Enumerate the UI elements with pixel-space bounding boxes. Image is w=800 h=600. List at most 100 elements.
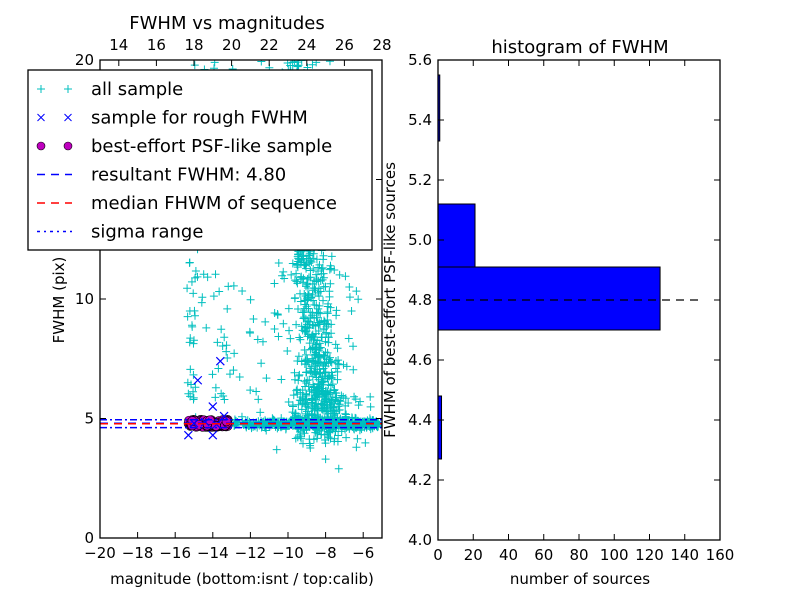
all-sample-point xyxy=(305,375,314,384)
x-tick-label: −6 xyxy=(352,544,374,562)
all-sample-point xyxy=(300,304,309,313)
all-sample-point xyxy=(246,295,255,304)
rough-sample-point xyxy=(189,418,199,428)
all-sample-point xyxy=(356,397,365,406)
all-sample-point xyxy=(320,397,329,406)
all-sample-point xyxy=(318,275,327,284)
all-sample-point xyxy=(293,60,302,67)
all-sample-point xyxy=(301,356,310,365)
all-sample-point xyxy=(183,284,192,293)
legend-label: best-effort PSF-like sample xyxy=(91,136,332,157)
all-sample-point xyxy=(288,419,297,428)
all-sample-point xyxy=(297,272,306,281)
top-tick-label: 24 xyxy=(297,36,316,54)
all-sample-point xyxy=(217,389,226,398)
all-sample-point xyxy=(277,414,286,423)
all-sample-point xyxy=(339,360,348,369)
all-sample-point xyxy=(288,259,297,268)
all-sample-point xyxy=(191,383,200,392)
all-sample-point xyxy=(290,60,299,66)
histogram-bar xyxy=(437,266,661,331)
all-sample-point xyxy=(320,354,329,363)
all-sample-point xyxy=(246,386,255,395)
histogram-y-label: FWHM of best-effort PSF-like sources xyxy=(381,162,399,438)
all-sample-point xyxy=(302,407,311,416)
all-sample-point xyxy=(292,269,301,278)
scatter-y-label: FWHM (pix) xyxy=(50,257,68,344)
all-sample-point xyxy=(186,365,195,374)
all-sample-point xyxy=(300,313,309,322)
all-sample-point xyxy=(190,61,199,70)
x-tick-label: −12 xyxy=(235,544,267,562)
y-tick-label: 4.4 xyxy=(408,411,432,429)
all-sample-point xyxy=(294,250,303,259)
all-sample-point xyxy=(333,397,342,406)
histogram-x-ticks: 0 20 40 60 80 100 120 140 160 xyxy=(433,60,734,564)
all-sample-point xyxy=(361,438,370,447)
all-sample-point xyxy=(256,408,265,417)
all-sample-point xyxy=(317,377,326,386)
all-sample-point xyxy=(331,388,340,397)
all-sample-point xyxy=(279,319,288,328)
all-sample-point xyxy=(218,342,227,351)
all-sample-point xyxy=(189,395,198,404)
all-sample-point xyxy=(358,417,367,426)
all-sample-point xyxy=(349,365,358,374)
histogram-bars xyxy=(437,74,661,460)
all-sample-point xyxy=(324,299,333,308)
y-tick-label: 4.6 xyxy=(408,351,432,369)
all-sample-point xyxy=(189,336,198,345)
legend-label: median FHWM of sequence xyxy=(91,193,337,214)
y-tick-label: 20 xyxy=(75,51,94,69)
all-sample-point xyxy=(293,263,302,272)
y-tick-label: 0 xyxy=(84,529,94,547)
all-sample-point xyxy=(331,340,340,349)
all-sample-point xyxy=(297,322,306,331)
rough-sample-point xyxy=(215,356,225,366)
all-sample-point xyxy=(310,351,319,360)
top-tick-label: 18 xyxy=(184,36,203,54)
all-sample-point xyxy=(210,60,219,67)
all-sample-point xyxy=(312,301,321,310)
all-sample-point xyxy=(333,367,342,376)
all-sample-point xyxy=(344,420,353,429)
all-sample-point xyxy=(238,287,247,296)
all-sample-point xyxy=(293,356,302,365)
all-sample-point xyxy=(331,364,340,373)
all-sample-point xyxy=(323,389,332,398)
all-sample-point xyxy=(345,283,354,292)
all-sample-point xyxy=(284,397,293,406)
all-sample-point xyxy=(319,251,328,260)
all-sample-point xyxy=(335,270,344,279)
all-sample-point xyxy=(303,332,312,341)
all-sample-point xyxy=(297,405,306,414)
reference-lines xyxy=(100,418,382,429)
all-sample-point xyxy=(279,267,288,276)
x-tick-label: −10 xyxy=(272,544,304,562)
histogram-title: histogram of FWHM xyxy=(491,37,668,58)
all-sample-point xyxy=(317,333,326,342)
all-sample-point xyxy=(330,265,339,274)
x-tick-label: −18 xyxy=(122,544,154,562)
y-tick-label: 5.4 xyxy=(408,111,432,129)
legend-entry: sigma range xyxy=(37,222,203,243)
all-sample-point xyxy=(342,362,351,371)
all-sample-point xyxy=(332,311,341,320)
all-sample-point xyxy=(328,371,337,380)
all-sample-point xyxy=(184,389,193,398)
all-sample-point xyxy=(301,282,310,291)
all-sample-point xyxy=(185,338,194,347)
all-sample-point xyxy=(350,392,359,401)
all-sample-point xyxy=(345,293,354,302)
y-tick-label: 5.0 xyxy=(408,231,432,249)
all-sample-point xyxy=(191,266,200,275)
all-sample-point xyxy=(187,277,196,286)
legend-entry: all sample xyxy=(37,79,183,100)
all-sample-point xyxy=(313,391,322,400)
all-sample-point xyxy=(314,292,323,301)
all-sample-point xyxy=(297,434,306,443)
all-sample-point xyxy=(290,293,299,302)
all-sample-point xyxy=(186,334,195,343)
all-sample-point xyxy=(294,352,303,361)
